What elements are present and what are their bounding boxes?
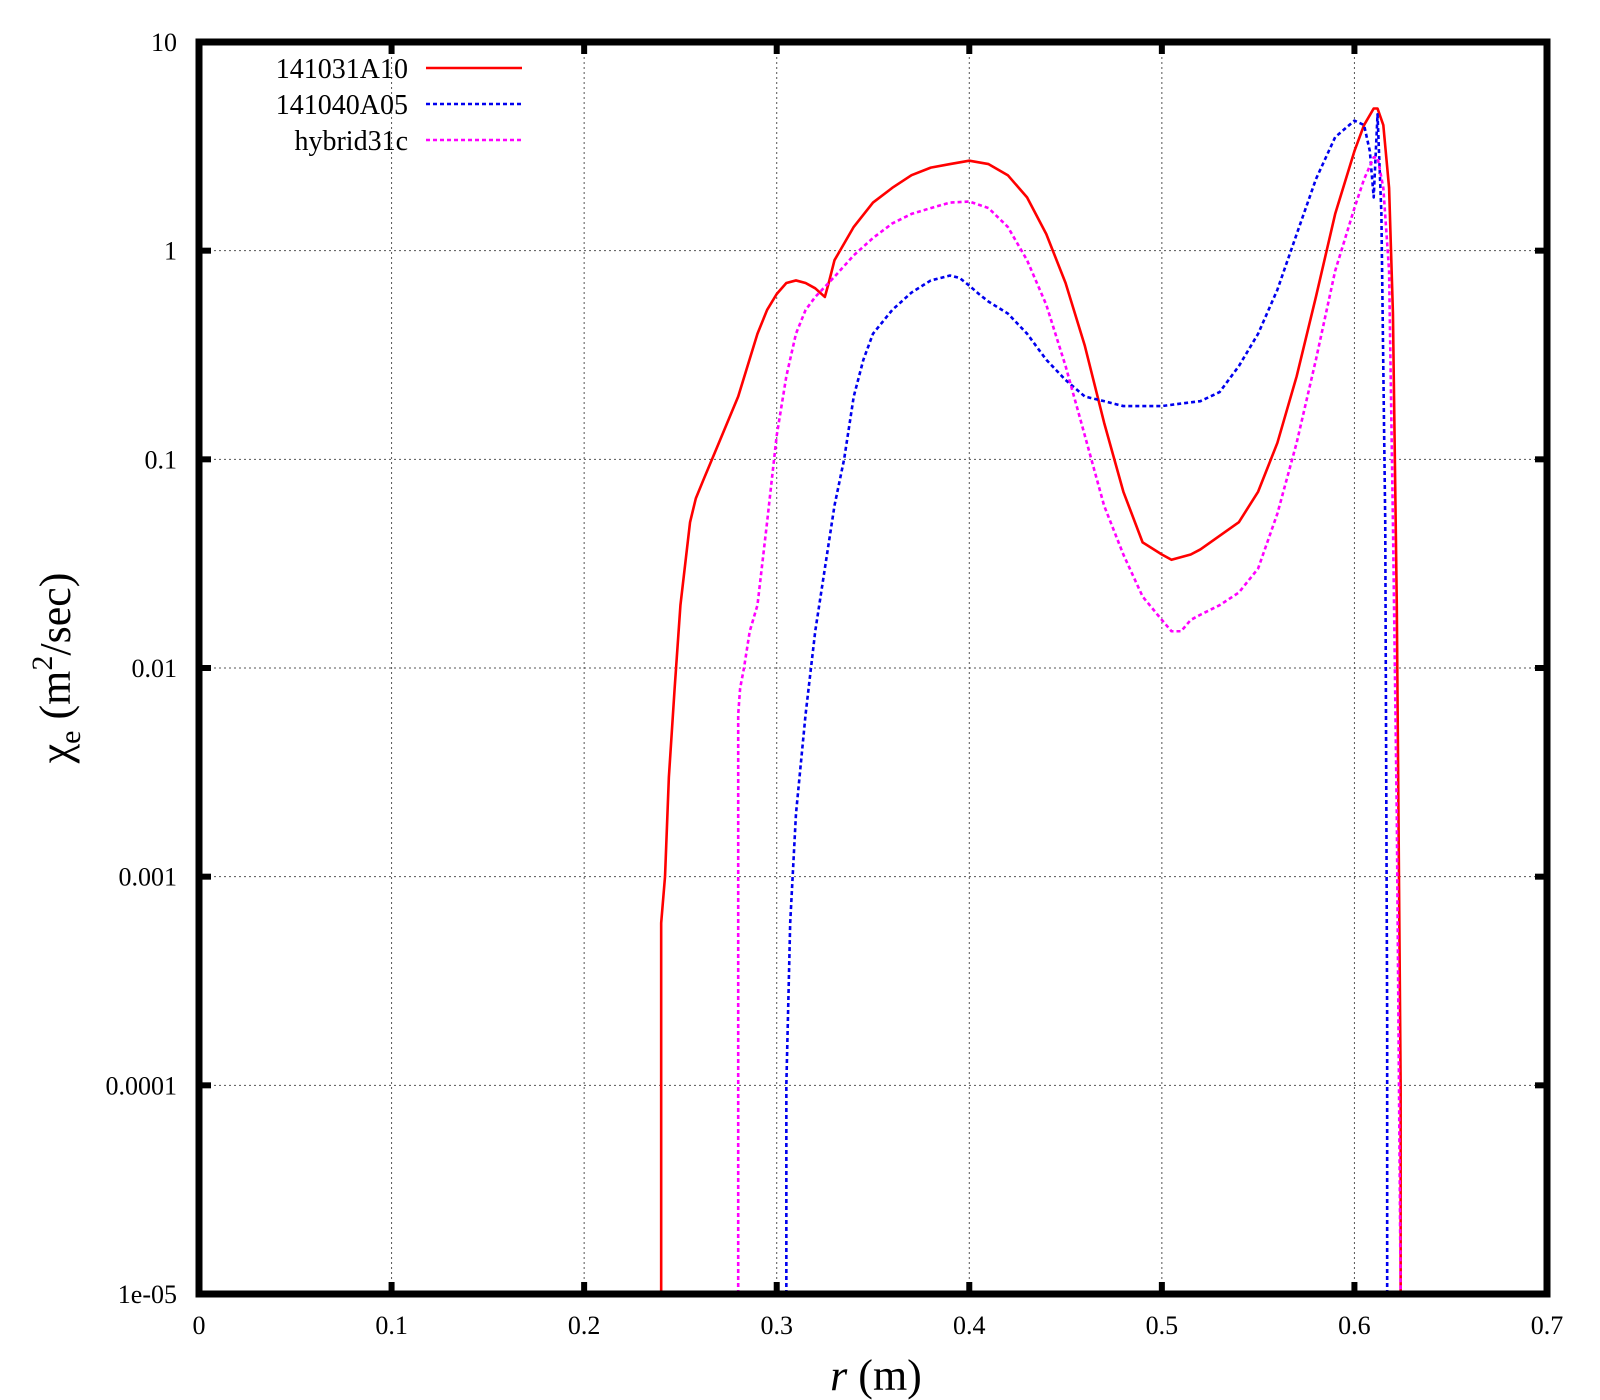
series-line-141040A05 bbox=[785, 113, 1389, 1294]
x-tick-label: 0.1 bbox=[375, 1311, 408, 1340]
y-tick-label: 0.0001 bbox=[106, 1071, 178, 1100]
x-tick-label: 0.5 bbox=[1146, 1311, 1179, 1340]
series-line-141031A10 bbox=[659, 107, 1402, 1294]
y-tick-label: 0.01 bbox=[132, 654, 178, 683]
y-axis-superscript: 2 bbox=[26, 656, 59, 671]
y-axis-label: χe (m2/sec) bbox=[26, 573, 87, 765]
series-layer bbox=[659, 107, 1402, 1295]
legend-label: 141031A10 bbox=[276, 54, 408, 85]
x-axis-unit: (m) bbox=[847, 1351, 922, 1400]
x-tick-label: 0.3 bbox=[760, 1311, 793, 1340]
y-tick-label: 0.001 bbox=[119, 863, 178, 892]
y-tick-label: 0.1 bbox=[145, 445, 178, 474]
legend-label: 141040A05 bbox=[276, 90, 408, 121]
y-axis-symbol: χ bbox=[31, 743, 80, 764]
x-tick-label: 0.6 bbox=[1338, 1311, 1371, 1340]
x-axis-var: r bbox=[830, 1351, 848, 1400]
ticks: 0 0.1 0.2 0.3 0.4 0.5 0.6 0.7 1e-05 0.0001 0.001 0.… bbox=[106, 28, 1564, 1340]
series-line-hybrid31c bbox=[736, 156, 1402, 1295]
y-tick-label: 10 bbox=[151, 28, 177, 57]
x-tick-label: 0.2 bbox=[568, 1311, 601, 1340]
legend-label: hybrid31c bbox=[294, 126, 408, 157]
x-tick-label: 0.7 bbox=[1531, 1311, 1564, 1340]
y-tick-label: 1 bbox=[164, 237, 177, 266]
grid bbox=[199, 42, 1547, 1294]
y-axis-unit-pre: (m bbox=[31, 671, 80, 731]
y-axis-subscript: e bbox=[54, 731, 87, 744]
x-axis-label: r (m) bbox=[830, 1351, 922, 1400]
x-tick-label: 0 bbox=[193, 1311, 206, 1340]
x-tick-label: 0.4 bbox=[953, 1311, 986, 1340]
legend: 141031A10 141040A05 hybrid31c bbox=[276, 54, 522, 157]
y-axis-unit-post: /sec) bbox=[31, 573, 80, 656]
y-tick-label: 1e-05 bbox=[118, 1280, 177, 1309]
